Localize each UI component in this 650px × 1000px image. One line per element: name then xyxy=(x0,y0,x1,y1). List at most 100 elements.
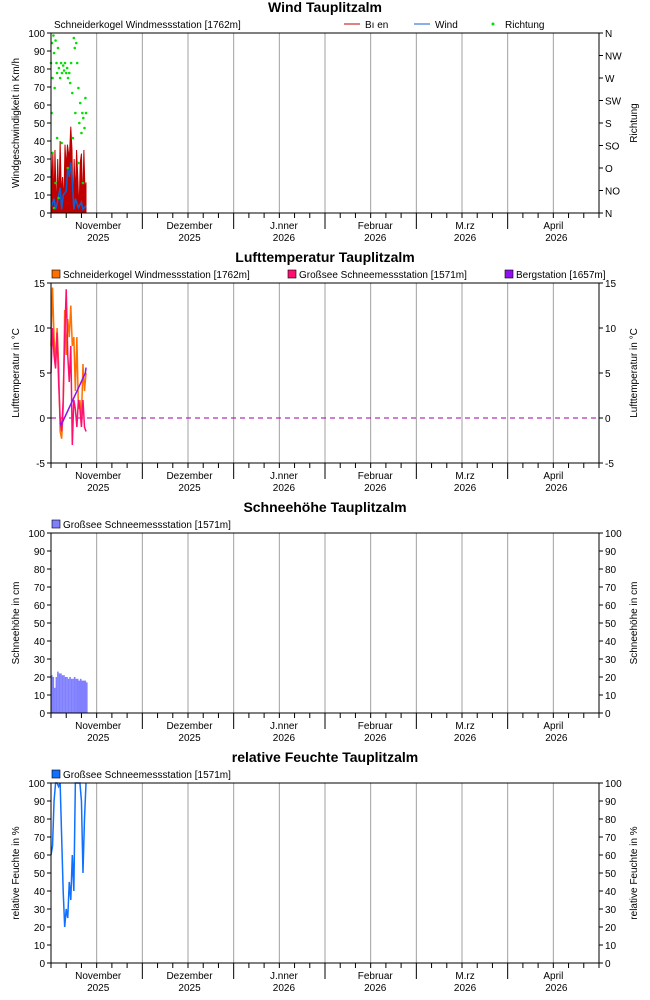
legend-swatch xyxy=(504,269,514,279)
series-line xyxy=(50,289,87,446)
y-axis-label: Schneehöhe in cm xyxy=(11,582,22,665)
direction-point xyxy=(60,71,64,75)
y-tick-label-right: 80 xyxy=(605,815,617,826)
x-tick-label-month: Dezember xyxy=(166,471,213,482)
plot-frame xyxy=(50,282,600,464)
y-tick-label: 30 xyxy=(34,155,46,166)
chart-title: Schneehöhe Tauplitzalm xyxy=(243,499,406,515)
direction-point xyxy=(65,66,69,70)
y-tick-label: 100 xyxy=(28,29,45,40)
direction-point xyxy=(66,166,70,170)
direction-point xyxy=(74,41,78,45)
snow-bar xyxy=(79,678,82,713)
y-tick-label-right: O xyxy=(605,164,613,175)
y-tick-label-right: 0 xyxy=(605,959,611,970)
direction-point xyxy=(64,71,68,75)
x-tick-label-year: 2025 xyxy=(87,483,110,494)
y-tick-label: 90 xyxy=(34,547,46,558)
x-tick-label-year: 2026 xyxy=(545,983,568,994)
station-label: Schneiderkogel Windmessstation [1762m] xyxy=(54,20,241,31)
y-tick-label: 70 xyxy=(34,833,46,844)
y-tick-label-right: 30 xyxy=(605,655,617,666)
y-tick-label: 40 xyxy=(34,137,46,148)
y-tick-label-right: SO xyxy=(605,142,620,153)
x-tick-label-year: 2026 xyxy=(454,983,477,994)
x-tick-label-month: Februar xyxy=(358,471,394,482)
x-tick-label-month: April xyxy=(543,971,563,982)
x-tick-label-year: 2026 xyxy=(364,483,387,494)
x-tick-label-month: Februar xyxy=(358,721,394,732)
x-tick-label-year: 2025 xyxy=(178,483,201,494)
x-tick-label-month: M.rz xyxy=(455,721,474,732)
y-tick-label-right: 90 xyxy=(605,797,617,808)
x-tick-label-month: Dezember xyxy=(166,971,213,982)
snow-bar xyxy=(52,677,55,713)
plot-frame xyxy=(50,782,600,964)
legend-label: Großsee Schneemessstation [1571m] xyxy=(299,270,467,281)
direction-point xyxy=(78,121,81,125)
y-tick-label: 70 xyxy=(34,83,46,94)
y-axis-label-right: Lufttemperatur in °C xyxy=(629,328,640,418)
y-axis-label-right: relative Feuchte in % xyxy=(629,826,640,919)
direction-point xyxy=(55,136,59,140)
snow-bar xyxy=(69,677,71,713)
y-tick-label: 10 xyxy=(34,191,46,202)
legend-label: Richtung xyxy=(505,20,544,31)
y-tick-label-right: 10 xyxy=(605,324,617,335)
snow-bar xyxy=(64,677,67,713)
x-tick-label-year: 2026 xyxy=(273,233,296,244)
legend-swatch xyxy=(51,519,61,529)
y-tick-label-right: 60 xyxy=(605,601,617,612)
x-tick-label-month: M.rz xyxy=(455,471,474,482)
snow-bar xyxy=(58,673,61,713)
y-axis-label: Lufttemperatur in °C xyxy=(11,328,22,418)
x-tick-label-year: 2025 xyxy=(87,983,110,994)
direction-point xyxy=(81,181,85,185)
y-tick-label-right: N xyxy=(605,29,612,40)
y-tick-label: 100 xyxy=(28,529,45,540)
x-tick-label-year: 2026 xyxy=(273,733,296,744)
x-tick-label-month: April xyxy=(543,221,563,232)
y-tick-label-right: 60 xyxy=(605,851,617,862)
x-tick-label-year: 2026 xyxy=(545,733,568,744)
direction-point xyxy=(54,181,57,185)
legend-swatch xyxy=(287,269,297,279)
direction-point xyxy=(63,61,67,65)
y-tick-label: 50 xyxy=(34,869,46,880)
chart-title: Wind Tauplitzalm xyxy=(268,0,382,15)
x-tick-label-year: 2025 xyxy=(87,733,110,744)
snow-bar xyxy=(72,678,74,713)
direction-point xyxy=(56,46,60,50)
y-tick-label: 80 xyxy=(34,65,46,76)
direction-point xyxy=(53,86,56,90)
direction-point xyxy=(84,96,87,100)
y-axis-label: Windgeschwindigkeit in Km/h xyxy=(11,58,22,188)
y-tick-label: 50 xyxy=(34,619,46,630)
y-tick-label-right: 40 xyxy=(605,887,617,898)
direction-point xyxy=(66,76,70,80)
direction-point xyxy=(80,131,83,135)
legend-label: Schneiderkogel Windmessstation [1762m] xyxy=(63,270,250,281)
snow-bar xyxy=(73,677,76,713)
y-tick-label-right: 100 xyxy=(605,779,622,790)
y-tick-label-right: 15 xyxy=(605,279,617,290)
x-tick-label-month: Februar xyxy=(358,971,394,982)
y-tick-label: 20 xyxy=(34,173,46,184)
y-tick-label-right: 10 xyxy=(605,691,617,702)
y-tick-label: 100 xyxy=(28,779,45,790)
direction-point xyxy=(55,61,58,65)
direction-point xyxy=(68,81,72,85)
y-axis-label-right: Schneehöhe in cm xyxy=(629,582,640,665)
x-tick-label-year: 2026 xyxy=(454,233,477,244)
legend-swatch xyxy=(51,769,61,779)
snow-bar xyxy=(75,678,77,713)
y-tick-label-right: 50 xyxy=(605,619,617,630)
x-tick-label-month: April xyxy=(543,721,563,732)
y-tick-label: 90 xyxy=(34,797,46,808)
y-tick-label: 15 xyxy=(34,279,46,290)
direction-point xyxy=(52,206,56,210)
direction-point xyxy=(77,86,80,90)
x-tick-label-year: 2026 xyxy=(364,233,387,244)
snow-bar xyxy=(84,680,87,713)
